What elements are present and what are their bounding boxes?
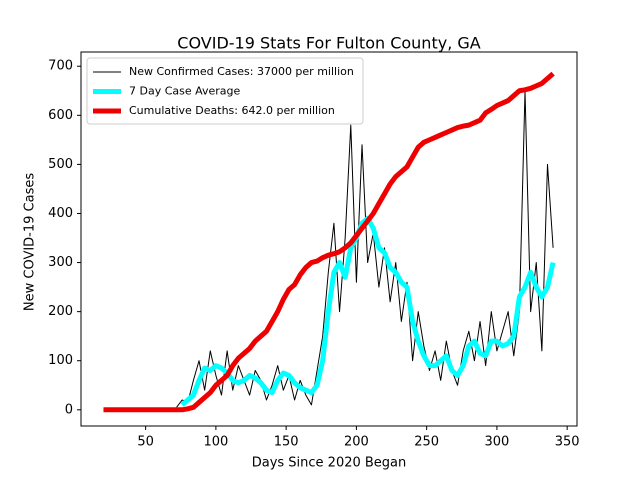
x-tick-label: 250 bbox=[414, 435, 439, 450]
x-tick-label: 200 bbox=[344, 435, 369, 450]
y-tick-label: 0 bbox=[65, 402, 73, 417]
y-tick-label: 700 bbox=[48, 59, 73, 74]
y-axis-label: New COVID-19 Cases bbox=[23, 173, 38, 311]
legend-box bbox=[86, 57, 364, 125]
x-tick-label: 100 bbox=[203, 435, 228, 450]
x-tick-label: 300 bbox=[484, 435, 509, 450]
chart-title: COVID-19 Stats For Fulton County, GA bbox=[177, 34, 480, 53]
series-line bbox=[103, 71, 555, 413]
y-tick-label: 300 bbox=[48, 255, 73, 270]
y-tick-label: 600 bbox=[48, 108, 73, 123]
y-tick-label: 200 bbox=[48, 304, 73, 319]
y-tick-label: 400 bbox=[48, 206, 73, 221]
plot-frame bbox=[80, 51, 578, 427]
x-tick-label: 150 bbox=[274, 435, 299, 450]
legend-label: New Confirmed Cases: 37000 per million bbox=[129, 65, 354, 78]
y-tick-label: 500 bbox=[48, 157, 73, 172]
x-axis-label: Days Since 2020 Began bbox=[252, 456, 407, 471]
y-tick-label: 100 bbox=[48, 353, 73, 368]
x-tick-label: 350 bbox=[555, 435, 580, 450]
series-line bbox=[176, 90, 554, 408]
legend-label: 7 Day Case Average bbox=[129, 85, 241, 98]
x-tick-label: 50 bbox=[137, 435, 154, 450]
legend-label: Cumulative Deaths: 642.0 per million bbox=[129, 104, 335, 117]
